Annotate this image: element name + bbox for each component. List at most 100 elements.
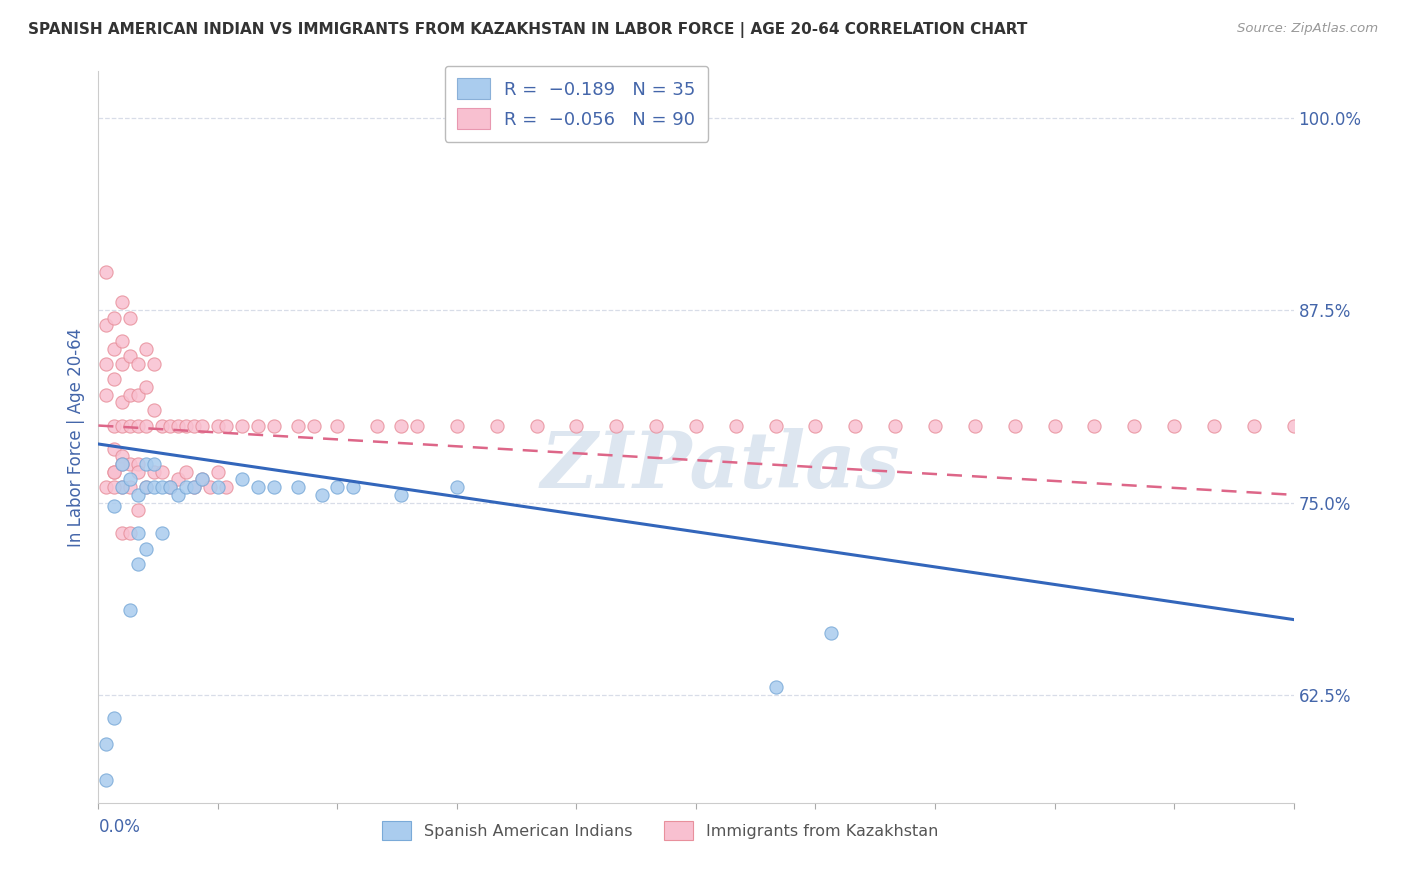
Point [120, 526, 142, 541]
Text: 0.0%: 0.0% [98, 818, 141, 836]
Point [150, 465, 173, 479]
Point [127, 418, 149, 433]
Point [135, 418, 157, 433]
Point [103, 499, 125, 513]
Point [389, 488, 412, 502]
Point [111, 334, 134, 348]
Point [724, 418, 747, 433]
Point [167, 488, 190, 502]
Point [96, 318, 118, 333]
Point [127, 388, 149, 402]
Point [96, 388, 118, 402]
Point [645, 418, 668, 433]
Point [127, 457, 149, 471]
Point [485, 418, 508, 433]
Point [174, 465, 197, 479]
Point [103, 442, 125, 456]
Point [167, 418, 190, 433]
Point [159, 418, 181, 433]
Point [111, 480, 134, 494]
Point [159, 480, 181, 494]
Point [103, 465, 125, 479]
Text: ZIPatlas: ZIPatlas [540, 428, 900, 505]
Point [311, 488, 333, 502]
Point [183, 418, 205, 433]
Point [103, 711, 125, 725]
Point [120, 603, 142, 617]
Point [215, 418, 238, 433]
Point [159, 480, 181, 494]
Point [231, 472, 253, 486]
Point [135, 541, 157, 556]
Point [246, 418, 269, 433]
Point [96, 264, 118, 278]
Point [150, 526, 173, 541]
Point [111, 450, 134, 464]
Point [143, 480, 166, 494]
Point [120, 418, 142, 433]
Point [191, 418, 214, 433]
Point [263, 418, 285, 433]
Point [135, 480, 157, 494]
Point [884, 418, 907, 433]
Point [1043, 418, 1066, 433]
Point [135, 480, 157, 494]
Point [366, 418, 388, 433]
Point [605, 418, 627, 433]
Point [120, 480, 142, 494]
Point [326, 480, 349, 494]
Point [143, 403, 166, 417]
Point [263, 480, 285, 494]
Point [96, 480, 118, 494]
Point [111, 526, 134, 541]
Point [96, 357, 118, 371]
Point [143, 357, 166, 371]
Point [406, 418, 429, 433]
Text: SPANISH AMERICAN INDIAN VS IMMIGRANTS FROM KAZAKHSTAN IN LABOR FORCE | AGE 20-64: SPANISH AMERICAN INDIAN VS IMMIGRANTS FR… [28, 22, 1028, 38]
Point [963, 418, 986, 433]
Point [765, 418, 787, 433]
Point [103, 372, 125, 386]
Point [111, 357, 134, 371]
Point [685, 418, 707, 433]
Point [302, 418, 325, 433]
Point [231, 418, 253, 433]
Point [1083, 418, 1105, 433]
Point [120, 310, 142, 325]
Point [207, 480, 229, 494]
Point [191, 472, 214, 486]
Point [1123, 418, 1146, 433]
Point [120, 472, 142, 486]
Point [143, 465, 166, 479]
Point [127, 465, 149, 479]
Point [96, 772, 118, 787]
Point [111, 295, 134, 310]
Point [389, 418, 412, 433]
Point [207, 418, 229, 433]
Point [111, 457, 134, 471]
Point [111, 418, 134, 433]
Point [135, 457, 157, 471]
Point [183, 480, 205, 494]
Point [103, 465, 125, 479]
Point [127, 503, 149, 517]
Point [127, 557, 149, 571]
Point [167, 472, 190, 486]
Point [765, 681, 787, 695]
Point [150, 480, 173, 494]
Point [135, 380, 157, 394]
Point [174, 480, 197, 494]
Point [111, 457, 134, 471]
Point [174, 418, 197, 433]
Point [198, 480, 221, 494]
Point [1282, 418, 1305, 433]
Point [1202, 418, 1225, 433]
Point [446, 418, 468, 433]
Point [287, 480, 309, 494]
Point [565, 418, 588, 433]
Point [120, 349, 142, 363]
Point [96, 737, 118, 751]
Point [150, 418, 173, 433]
Point [191, 472, 214, 486]
Point [820, 626, 842, 640]
